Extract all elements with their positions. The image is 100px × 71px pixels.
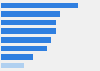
- Bar: [1, 46, 46, 51]
- Bar: [1, 20, 56, 25]
- Bar: [1, 11, 60, 17]
- Bar: [1, 28, 56, 34]
- Bar: [1, 37, 51, 43]
- Bar: [1, 3, 78, 8]
- Bar: [1, 63, 24, 68]
- Bar: [1, 54, 33, 60]
